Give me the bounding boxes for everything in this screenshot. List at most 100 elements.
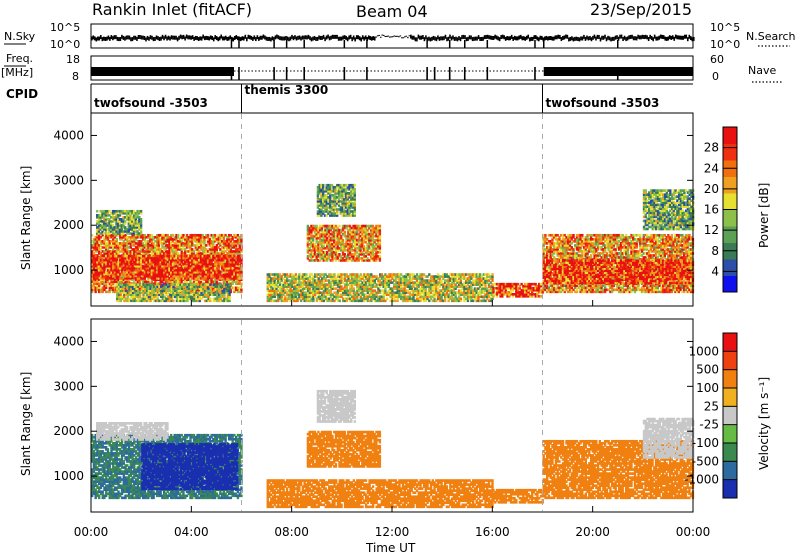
heatmap-cell [220,240,224,243]
noise-point [465,37,468,42]
noise-point [518,35,521,40]
heatmap-cell [175,277,178,280]
heatmap-cell [189,270,192,274]
heatmap-cell [170,278,173,282]
heatmap-cell [147,278,150,282]
heatmap-cell [103,282,106,286]
noise-point [393,35,396,37]
heatmap-cell [185,278,189,282]
heatmap-cell [210,233,213,237]
heatmap-cell [143,268,147,271]
noise-point [677,35,680,40]
heatmap-cell [191,266,194,270]
heatmap-cell [238,278,241,282]
heatmap-cell [189,235,192,239]
noise-point [312,36,314,41]
heatmap-cell [198,260,201,264]
heatmap-cell [184,254,187,258]
heatmap-cell [91,260,94,264]
heatmap-cell [159,250,162,253]
heatmap-cell [136,242,140,245]
noise-point [91,36,93,41]
heatmap-cell [92,240,96,243]
nave-label: Nave [748,64,776,77]
heatmap-cell [157,240,161,243]
heatmap-cell [196,277,199,280]
heatmap-cell [213,264,217,267]
heatmap-cell [201,268,204,272]
heatmap-cell [227,242,231,245]
heatmap-cell [105,254,108,258]
noise-point [340,36,343,41]
heatmap-cell [180,233,183,237]
heatmap-cell [96,258,99,262]
noise-point [301,35,304,40]
heatmap-cell [226,252,229,255]
heatmap-cell [196,248,199,251]
heatmap-cell [166,275,169,278]
heatmap-cell [220,270,224,273]
heatmap-cell [220,235,224,239]
noise-point [617,36,620,41]
noise-point [426,37,429,42]
noise-point [116,36,119,41]
heatmap-cell [175,238,178,241]
heatmap-cell [191,270,194,274]
heatmap-cell [206,242,210,245]
heatmap-cell [110,277,113,280]
heatmap-cell [94,250,97,253]
heatmap-cell [140,270,143,274]
heatmap-cell [110,258,113,262]
heatmap-cell [171,280,175,284]
heatmap-cell [210,252,213,255]
heatmap-cell [145,256,148,260]
heatmap-cell [177,260,180,264]
heatmap-cell [157,244,161,247]
heatmap-cell [115,246,118,249]
heatmap-cell [196,240,199,243]
noise-point [492,35,495,40]
freq-block [91,67,234,76]
heatmap-cell [112,233,115,237]
heatmap-cell [126,278,129,282]
heatmap-cell [103,277,106,280]
heatmap-cell [180,252,183,255]
heatmap-cell [126,277,129,280]
heatmap-cell [173,248,176,251]
heatmap-cell [233,278,236,282]
heatmap-cell [152,244,155,247]
noise-point [364,35,367,40]
heatmap-cell [231,268,234,271]
noise-point [622,37,624,42]
heatmap-cell [196,235,199,239]
noise-point [628,35,630,40]
heatmap-cell [157,264,161,268]
heatmap-cell [115,248,118,251]
noise-point [158,37,161,42]
heatmap-cell [133,235,136,239]
heatmap-cell [229,244,233,247]
heatmap-cell [177,280,180,284]
heatmap-cell [168,254,171,258]
heatmap-cell [105,270,108,274]
noise-point [172,35,174,40]
heatmap-cell [170,264,173,267]
heatmap-cell [105,277,108,280]
heatmap-cell [148,258,152,262]
heatmap-cell [148,264,152,268]
heatmap-cell [189,260,192,264]
heatmap-cell [226,278,229,282]
heatmap-cell [173,276,176,279]
heatmap-cell [233,233,236,237]
heatmap-cell [205,278,208,282]
noise-point [167,35,170,40]
noise-point [398,36,400,38]
heatmap-cell [152,262,155,266]
heatmap-cell [185,250,189,253]
heatmap-cell [98,235,101,239]
noise-point [194,35,197,40]
heatmap-cell [108,270,111,274]
heatmap-cell [168,266,171,270]
heatmap-cell [157,233,161,237]
heatmap-cell [145,252,148,255]
